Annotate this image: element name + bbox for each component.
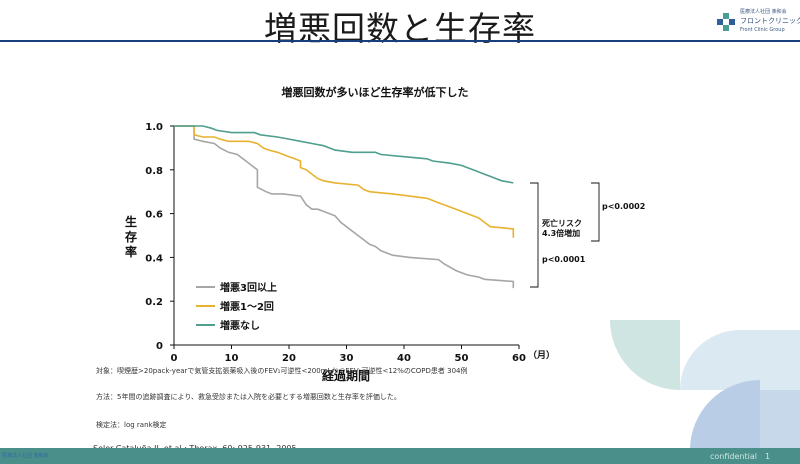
- y-tick-label: 0: [156, 341, 163, 352]
- bracket-outer: [591, 182, 600, 242]
- footer-org: 医療法人社団 楽和会: [2, 453, 49, 459]
- title-divider: [0, 40, 800, 42]
- y-tick-label: 0.4: [145, 253, 163, 264]
- x-tick-label: 20: [282, 353, 296, 364]
- y-axis-label-char: 存: [124, 229, 137, 244]
- annotation-risk-ratio: 4.3倍増加: [542, 228, 580, 238]
- annotation-death-risk: 死亡リスク: [541, 218, 582, 228]
- x-tick-label: 40: [397, 353, 411, 364]
- company-logo: 医療法人社団 楽和会 フロントクリニック グループ Front Clinic G…: [716, 8, 800, 36]
- series-group: [174, 125, 515, 289]
- series-line-1: [174, 125, 515, 238]
- y-tick-label: 0.2: [145, 297, 163, 308]
- y-axis-label: 生存率: [124, 214, 137, 259]
- x-tick-label: 50: [455, 353, 469, 364]
- y-tick-label: 1.0: [145, 122, 163, 133]
- legend-label-1: 増悪1～2回: [220, 300, 274, 313]
- y-tick-label: 0.6: [145, 210, 163, 221]
- annotation-p-0001: p<0.0001: [542, 255, 586, 264]
- y-axis-label-char: 率: [125, 244, 137, 259]
- series-line-0: [174, 125, 515, 289]
- x-tick-label: 30: [340, 353, 354, 364]
- note-subjects: 対象：喫煙歴>20pack-yearで気管支拡張薬吸入後のFEV₁可逆性<200…: [96, 367, 468, 375]
- y-tick-label: 0.8: [145, 166, 163, 177]
- logo-org: 医療法人社団 楽和会: [740, 9, 787, 15]
- series-line-2: [174, 125, 514, 184]
- x-ticks: 0 10 20 30 40 50 60: [171, 345, 526, 364]
- bracket-inner: [530, 182, 539, 288]
- legend-label-2: 増悪なし: [220, 319, 260, 332]
- clinic-cross-icon: [717, 13, 735, 31]
- x-unit-label: （月）: [528, 350, 555, 361]
- x-tick-label: 0: [171, 353, 178, 364]
- note-test: 検定法：log rank検定: [96, 421, 167, 429]
- x-axis-label: 経過期間: [322, 368, 370, 383]
- decorative-shapes: [610, 320, 800, 450]
- footer-confidential: confidential 1: [710, 452, 771, 461]
- y-ticks: 0 0.2 0.4 0.6 0.8 1.0: [145, 122, 174, 352]
- x-tick-label: 60: [512, 353, 526, 364]
- y-axis-label-char: 生: [125, 214, 137, 229]
- legend-label-0: 増悪3回以上: [220, 281, 277, 294]
- logo-name: フロントクリニック グループ: [740, 17, 800, 25]
- logo-sub: Front Clinic Group: [740, 27, 785, 33]
- note-method: 方法：5年間の追跡調査により、救急受診または入院を必要とする増悪回数と生存率を評…: [96, 393, 401, 401]
- annotation-p-0002: p<0.0002: [602, 202, 645, 211]
- footer-bar: [0, 448, 800, 464]
- chart-title: 増悪回数が多いほど生存率が低下した: [282, 85, 469, 99]
- x-tick-label: 10: [225, 353, 239, 364]
